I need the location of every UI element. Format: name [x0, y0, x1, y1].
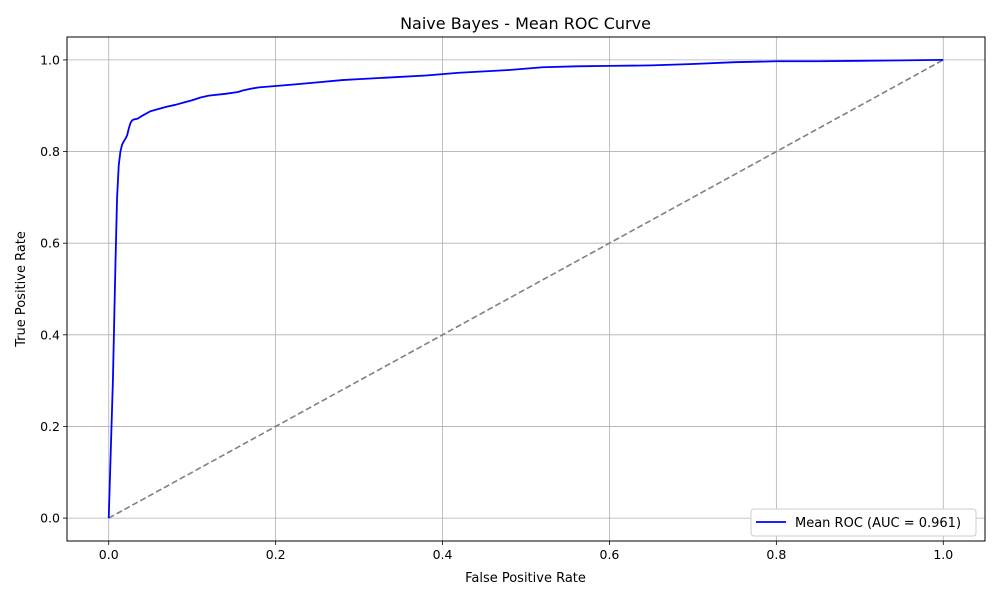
y-tick-label: 0.6 — [40, 236, 60, 251]
y-tick-label: 0.4 — [40, 327, 60, 342]
y-tick-label: 1.0 — [40, 52, 60, 67]
mean-roc-line — [107, 59, 944, 519]
legend-box — [750, 508, 977, 537]
y-tick-label: 0.0 — [40, 511, 60, 526]
x-axis-ticks: 0.0 0.2 0.4 0.6 0.8 1.0 — [99, 541, 953, 562]
x-tick-label: 0.0 — [99, 547, 119, 562]
x-axis-label: False Positive Rate — [465, 571, 586, 586]
y-axis-ticks: 0.0 0.2 0.4 0.6 0.8 1.0 — [40, 52, 67, 526]
x-tick-label: 0.8 — [766, 547, 786, 562]
legend: Mean ROC (AUC = 0.961) — [750, 508, 977, 537]
y-tick-label: 0.8 — [40, 144, 60, 159]
x-tick-label: 0.6 — [600, 547, 620, 562]
plot-area-frame — [66, 36, 986, 542]
x-tick-label: 1.0 — [933, 547, 953, 562]
plot-lines — [107, 59, 944, 519]
legend-label-mean-roc: Mean ROC (AUC = 0.961) — [795, 516, 961, 531]
chart-title: Naive Bayes - Mean ROC Curve — [400, 14, 651, 33]
chance-diagonal-line — [108, 59, 944, 519]
y-tick-label: 0.2 — [40, 419, 60, 434]
x-tick-label: 0.4 — [433, 547, 453, 562]
grid — [67, 37, 985, 541]
y-axis-label: True Positive Rate — [14, 231, 29, 348]
x-tick-label: 0.2 — [266, 547, 286, 562]
